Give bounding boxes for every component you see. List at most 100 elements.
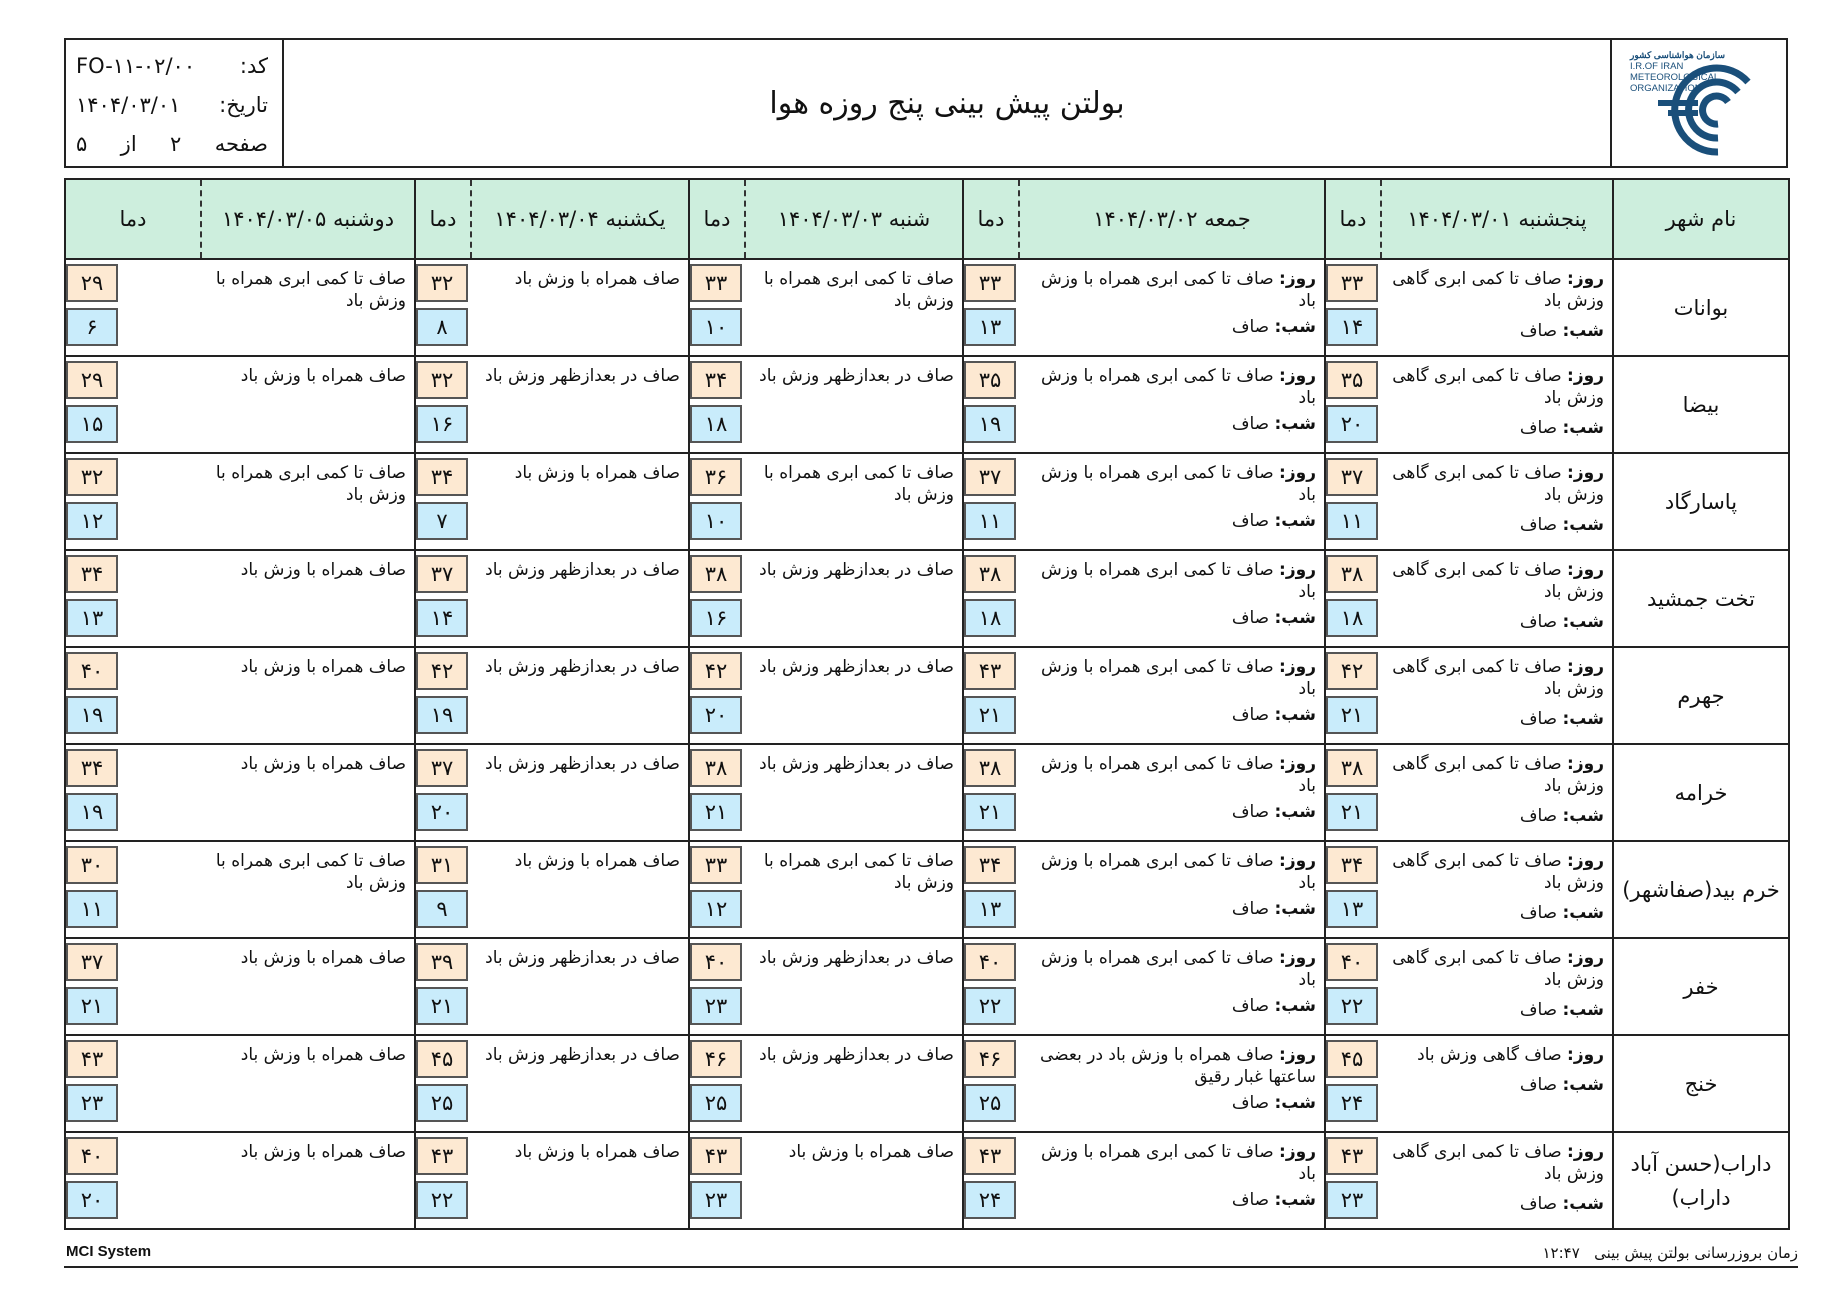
day-label: روز:	[1567, 851, 1604, 871]
forecast-text: صاف همراه با وزش باد	[514, 851, 680, 871]
min-temperature: ۲۲	[964, 987, 1016, 1025]
footer-divider	[64, 1266, 1798, 1268]
night-forecast-line: شب: صاف	[1387, 1074, 1604, 1096]
night-forecast-line: شب: صاف	[1025, 995, 1316, 1017]
day-label: روز:	[1567, 560, 1604, 580]
night-forecast: صاف	[1231, 996, 1270, 1016]
bulletin-header: سازمان هواشناسی کشور I.R.OF IRAN METEORO…	[64, 38, 1788, 168]
max-temperature: ۴۳	[66, 1040, 118, 1078]
night-label: شب:	[1562, 1000, 1604, 1020]
forecast-text: صاف در بعدازظهر وزش باد	[759, 1045, 954, 1065]
min-temperature: ۲۲	[1326, 987, 1378, 1025]
night-forecast: صاف	[1519, 418, 1558, 438]
forecast-cell: روز: صاف تا کمی ابری گاهی وزش باد شب: صاف	[1381, 841, 1613, 939]
day-label: روز:	[1567, 463, 1604, 483]
min-temperature: ۱۰	[690, 308, 742, 346]
max-temperature: ۳۰	[66, 846, 118, 884]
city-name: جهرم	[1612, 647, 1790, 745]
night-label: شب:	[1562, 1075, 1604, 1095]
forecast-text: صاف همراه با وزش باد	[514, 463, 680, 483]
min-temperature: ۱۲	[690, 890, 742, 928]
forecast-cell: روز: صاف تا کمی ابری همراه با وزش باد شب:…	[1019, 938, 1325, 1036]
night-forecast-line: شب: صاف	[1025, 704, 1316, 726]
min-temperature: ۲۲	[416, 1181, 468, 1219]
day-label: روز:	[1567, 754, 1604, 774]
code-row: کد: FO-۱۱-۰۲/۰۰	[76, 46, 268, 85]
min-temperature: ۲۳	[66, 1084, 118, 1122]
day-label: روز:	[1279, 269, 1316, 289]
max-temperature: ۴۰	[66, 1137, 118, 1175]
night-label: شب:	[1274, 705, 1316, 725]
max-temperature: ۴۳	[1326, 1137, 1378, 1175]
night-label: شب:	[1274, 414, 1316, 434]
day-forecast: صاف گاهی وزش باد	[1417, 1045, 1562, 1065]
forecast-cell: روز: صاف تا کمی ابری همراه با وزش باد شب:…	[1019, 356, 1325, 454]
day-forecast: صاف همراه با وزش باد در بعضی ساعتها غبار…	[1039, 1045, 1316, 1087]
update-time-info: زمان بروزرسانی بولتن پیش بینی ۱۲:۴۷	[1542, 1244, 1798, 1262]
day-forecast: صاف تا کمی ابری گاهی وزش باد	[1392, 366, 1604, 408]
night-label: شب:	[1562, 1194, 1604, 1214]
night-forecast-line: شب: صاف	[1025, 607, 1316, 629]
min-temperature: ۱۹	[416, 696, 468, 734]
forecast-cell: صاف در بعدازظهر وزش باد	[471, 938, 689, 1036]
night-label: شب:	[1274, 1190, 1316, 1210]
day-label: روز:	[1567, 948, 1604, 968]
temperature-cell: ۳۴ ۱۸	[688, 356, 745, 454]
min-temperature: ۱۱	[66, 890, 118, 928]
night-forecast-line: شب: صاف	[1387, 805, 1604, 827]
forecast-text: صاف در بعدازظهر وزش باد	[485, 754, 680, 774]
night-label: شب:	[1274, 511, 1316, 531]
day-forecast: صاف تا کمی ابری گاهی وزش باد	[1392, 754, 1604, 796]
min-temperature: ۱۹	[66, 793, 118, 831]
night-forecast: صاف	[1519, 515, 1558, 535]
temperature-cell: ۴۳ ۲۱	[962, 647, 1019, 745]
update-time: ۱۲:۴۷	[1542, 1244, 1580, 1262]
temp-header-4: دما	[414, 178, 471, 260]
temperature-cell: ۳۵ ۲۰	[1324, 356, 1381, 454]
forecast-cell: صاف همراه با وزش باد	[201, 744, 415, 842]
max-temperature: ۳۲	[66, 458, 118, 496]
max-temperature: ۳۷	[416, 555, 468, 593]
temperature-cell: ۳۱ ۹	[414, 841, 471, 939]
page-current: ۲	[170, 131, 182, 156]
max-temperature: ۴۳	[964, 652, 1016, 690]
forecast-cell: روز: صاف تا کمی ابری گاهی وزش باد شب: صاف	[1381, 259, 1613, 357]
temperature-cell: ۳۴ ۷	[414, 453, 471, 551]
temperature-cell: ۳۷ ۱۴	[414, 550, 471, 648]
table-row: بوانات روز: صاف تا کمی ابری گاهی وزش باد ش…	[64, 259, 1790, 357]
max-temperature: ۳۳	[690, 264, 742, 302]
night-forecast-line: شب: صاف	[1387, 320, 1604, 342]
day-label: روز:	[1279, 1142, 1316, 1162]
forecast-text: صاف همراه با وزش باد	[240, 657, 406, 677]
night-forecast: صاف	[1519, 806, 1558, 826]
max-temperature: ۴۶	[690, 1040, 742, 1078]
min-temperature: ۱۸	[964, 599, 1016, 637]
forecast-cell: صاف تا کمی ابری همراه با وزش باد	[201, 453, 415, 551]
forecast-text: صاف همراه با وزش باد	[240, 560, 406, 580]
forecast-text: صاف در بعدازظهر وزش باد	[759, 366, 954, 386]
temperature-cell: ۳۷ ۲۱	[64, 938, 201, 1036]
night-forecast: صاف	[1519, 1000, 1558, 1020]
day-forecast: صاف تا کمی ابری گاهی وزش باد	[1392, 948, 1604, 990]
night-forecast-line: شب: صاف	[1387, 1193, 1604, 1215]
forecast-text: صاف همراه با وزش باد	[514, 1142, 680, 1162]
night-label: شب:	[1274, 1093, 1316, 1113]
table-row: خرامه روز: صاف تا کمی ابری گاهی وزش باد شب…	[64, 744, 1790, 842]
max-temperature: ۳۴	[1326, 846, 1378, 884]
day-label: روز:	[1279, 754, 1316, 774]
city-name: خرامه	[1612, 744, 1790, 842]
forecast-cell: روز: صاف تا کمی ابری همراه با وزش باد شب:…	[1019, 647, 1325, 745]
min-temperature: ۱۰	[690, 502, 742, 540]
temperature-cell: ۳۸ ۱۸	[1324, 550, 1381, 648]
temperature-cell: ۴۰ ۲۲	[962, 938, 1019, 1036]
max-temperature: ۴۳	[964, 1137, 1016, 1175]
table-header-row: نام شهر پنجشنبه ۱۴۰۴/۰۳/۰۱ دما جمعه ۱۴۰۴…	[64, 178, 1790, 260]
forecast-cell: روز: صاف تا کمی ابری گاهی وزش باد شب: صاف	[1381, 938, 1613, 1036]
forecast-cell: صاف تا کمی ابری همراه با وزش باد	[745, 841, 963, 939]
forecast-cell: روز: صاف تا کمی ابری همراه با وزش باد شب:…	[1019, 259, 1325, 357]
night-label: شب:	[1274, 802, 1316, 822]
temperature-cell: ۴۲ ۱۹	[414, 647, 471, 745]
temperature-cell: ۴۵ ۲۵	[414, 1035, 471, 1133]
max-temperature: ۲۹	[66, 361, 118, 399]
day-forecast: صاف تا کمی ابری همراه با وزش باد	[1040, 366, 1316, 408]
